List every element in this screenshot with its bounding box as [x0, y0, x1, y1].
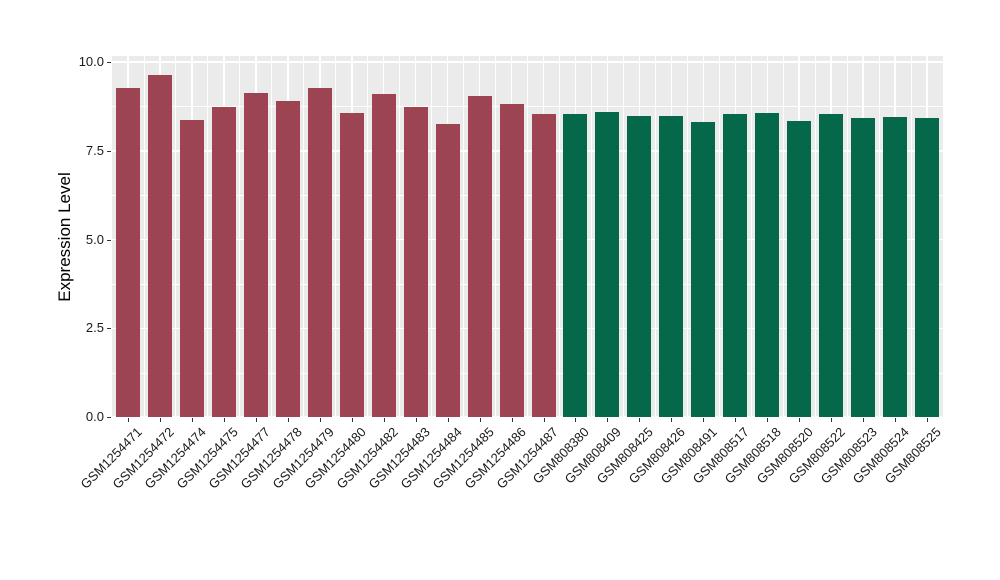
- y-tick-label: 7.5: [85, 142, 104, 158]
- y-tick-mark: [107, 328, 111, 330]
- x-tick-mark: [383, 418, 385, 422]
- x-tick-mark: [287, 418, 289, 422]
- bar-GSM1254483: [403, 107, 428, 417]
- gridline-minor-vertical: [878, 56, 880, 417]
- gridline-minor-vertical: [590, 56, 592, 417]
- bar-GSM1254478: [275, 101, 300, 417]
- bar-GSM808523: [851, 118, 876, 417]
- gridline-minor-vertical: [399, 56, 401, 417]
- gridline-minor-vertical: [910, 56, 912, 417]
- x-tick-mark: [607, 418, 609, 422]
- y-tick-label: 0.0: [85, 409, 104, 424]
- y-tick-mark: [107, 150, 111, 152]
- gridline-minor-vertical: [143, 56, 145, 417]
- bar-GSM808409: [595, 112, 620, 417]
- y-tick-label: 2.5: [85, 320, 104, 336]
- y-tick-mark: [107, 62, 111, 63]
- x-tick-mark: [128, 418, 129, 422]
- bar-GSM1254471: [116, 87, 140, 417]
- x-tick-mark: [511, 418, 513, 422]
- x-tick-mark: [415, 418, 417, 422]
- bar-GSM808517: [723, 114, 748, 417]
- gridline-minor-vertical: [750, 56, 752, 417]
- y-tick-label: 10.0: [78, 54, 104, 69]
- bar-GSM808518: [755, 113, 780, 417]
- x-tick-mark: [863, 418, 865, 422]
- x-tick-mark: [351, 418, 353, 422]
- bar-GSM808380: [563, 114, 588, 417]
- gridline-minor-vertical: [814, 56, 816, 417]
- gridline-minor-vertical: [686, 56, 688, 417]
- bar-GSM1254485: [467, 96, 492, 417]
- y-tick-mark: [107, 239, 111, 241]
- gridline-minor-vertical: [271, 56, 273, 417]
- x-tick-mark: [895, 418, 897, 422]
- bar-GSM808491: [691, 121, 716, 417]
- y-tick-mark: [107, 417, 111, 418]
- gridline-minor-vertical: [303, 56, 305, 417]
- bar-GSM808425: [627, 116, 652, 417]
- x-tick-mark: [223, 418, 225, 422]
- bar-GSM1254480: [339, 113, 364, 417]
- bar-GSM1254487: [531, 113, 556, 417]
- x-tick-mark: [191, 418, 193, 422]
- gridline-minor-vertical: [718, 56, 720, 417]
- x-tick-mark: [255, 418, 257, 422]
- x-tick-mark: [671, 418, 673, 422]
- x-tick-mark: [159, 418, 161, 422]
- gridline-minor-vertical: [335, 56, 337, 417]
- bar-GSM1254486: [499, 103, 524, 417]
- x-tick-mark: [639, 418, 641, 422]
- gridline-minor-vertical: [622, 56, 624, 417]
- gridline-major-horizontal: [112, 416, 943, 418]
- gridline-minor-vertical: [654, 56, 656, 417]
- gridline-minor-vertical: [527, 56, 528, 417]
- bar-GSM808525: [915, 118, 939, 417]
- x-tick-mark: [447, 418, 449, 422]
- bar-GSM1254472: [147, 74, 172, 417]
- x-tick-mark: [831, 418, 833, 422]
- bar-GSM808524: [883, 116, 908, 417]
- bar-GSM1254477: [243, 92, 268, 417]
- bar-GSM1254482: [371, 94, 396, 417]
- x-tick-mark: [479, 418, 481, 422]
- bar-GSM1254475: [211, 107, 236, 417]
- x-tick-mark: [799, 418, 801, 422]
- x-tick-mark: [543, 418, 545, 422]
- gridline-minor-vertical: [367, 56, 369, 417]
- gridline-minor-vertical: [782, 56, 784, 417]
- x-tick-mark: [735, 418, 737, 422]
- gridline-minor-vertical: [463, 56, 465, 417]
- bar-GSM1254474: [179, 119, 204, 417]
- bar-GSM1254484: [435, 123, 460, 417]
- gridline-minor-vertical: [559, 56, 560, 417]
- bar-GSM808522: [819, 114, 844, 417]
- gridline-minor-vertical: [207, 56, 209, 417]
- x-tick-mark: [703, 418, 705, 422]
- plot-panel: [112, 56, 943, 418]
- x-tick-mark: [927, 418, 928, 422]
- x-tick-mark: [575, 418, 577, 422]
- gridline-minor-vertical: [846, 56, 848, 417]
- x-tick-mark: [319, 418, 321, 422]
- x-tick-mark: [767, 418, 769, 422]
- y-tick-label: 5.0: [85, 231, 104, 247]
- gridline-minor-vertical: [175, 56, 177, 417]
- gridline-minor-vertical: [431, 56, 433, 417]
- bar-GSM808426: [659, 115, 684, 417]
- bar-GSM1254479: [307, 88, 332, 417]
- bar-GSM808520: [787, 120, 812, 417]
- gridline-minor-vertical: [495, 56, 496, 417]
- gridline-minor-vertical: [239, 56, 241, 417]
